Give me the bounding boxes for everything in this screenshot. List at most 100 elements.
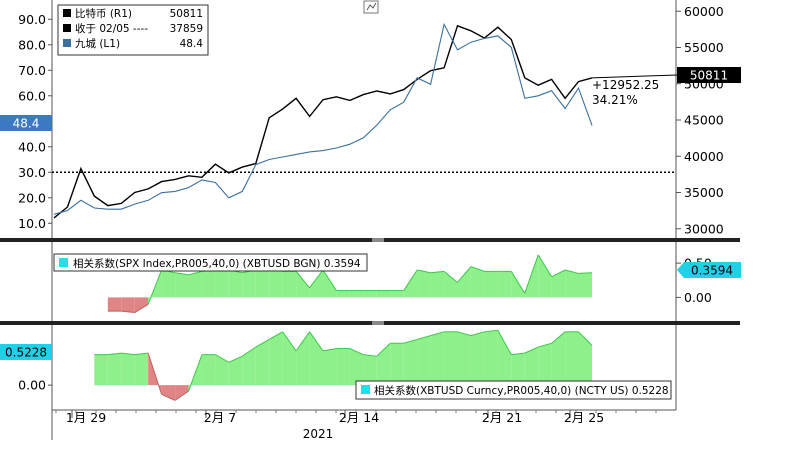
corr-line-segment bbox=[295, 271, 310, 289]
corr-line-segment bbox=[457, 266, 472, 283]
corr-area-segment bbox=[255, 339, 270, 386]
corr-line-segment bbox=[242, 346, 257, 357]
corr-area-segment bbox=[94, 354, 108, 386]
corr-area-segment bbox=[107, 353, 122, 386]
corr-panel-ncty-value-label: 0.5228 bbox=[0, 344, 52, 360]
left-tick-label: 20.0 bbox=[18, 190, 46, 205]
corr-line-segment bbox=[322, 269, 337, 291]
corr-line-segment bbox=[524, 254, 539, 294]
corr-line-segment bbox=[551, 269, 566, 278]
change-abs-text: +12952.25 bbox=[592, 78, 659, 92]
corr-area-segment bbox=[578, 272, 592, 298]
corr-area-segment bbox=[457, 331, 471, 386]
corr-line-segment bbox=[430, 270, 445, 274]
corr-line-segment bbox=[134, 303, 149, 313]
corr-area-segment bbox=[134, 297, 149, 313]
corr-line-segment bbox=[228, 355, 243, 363]
corr-area-segment bbox=[511, 271, 525, 298]
last-price-label: 50811 bbox=[677, 67, 741, 83]
legend-value: 50811 bbox=[170, 8, 203, 20]
corr-line-segment bbox=[147, 352, 163, 395]
corr-area-segment bbox=[524, 347, 539, 386]
corr-area-segment bbox=[323, 270, 337, 298]
chart-settings-icon[interactable] bbox=[363, 0, 379, 14]
left-value-text: 48.4 bbox=[13, 117, 40, 131]
corr-line-segment bbox=[470, 266, 485, 272]
corr-area-segment bbox=[551, 270, 566, 298]
corr-area-segment bbox=[161, 385, 176, 401]
corr-line-segment bbox=[417, 335, 431, 340]
corr-area-segment bbox=[228, 356, 243, 386]
corr-panel-ncty-legend[interactable]: 相关系数(XBTUSD Curncy,PR005,40,0) (NCTY US)… bbox=[355, 380, 672, 400]
last-price-text: 50811 bbox=[690, 69, 728, 83]
corr-area-segment bbox=[282, 271, 297, 298]
x-axis-year: 2021 bbox=[303, 427, 334, 441]
corr-line-segment bbox=[268, 331, 283, 340]
corr-line-segment bbox=[349, 348, 364, 356]
corr-tick-label: 0.00 bbox=[684, 290, 712, 305]
corr-area-segment bbox=[269, 268, 283, 298]
corr-area-segment bbox=[403, 270, 418, 298]
corr-panel-spx-value-label: 0.3594 bbox=[677, 262, 741, 278]
corr-area-segment bbox=[336, 290, 350, 298]
corr-line-segment bbox=[457, 331, 472, 337]
corr-panel-ncty-ticks: 0.00 bbox=[18, 378, 52, 393]
corr-line-segment bbox=[282, 331, 297, 352]
corr-panel-spx-legend-text: 相关系数(SPX Index,PR005,40,0) (XBTUSD BGN) … bbox=[73, 257, 361, 270]
left-tick-label: 80.0 bbox=[18, 37, 46, 52]
right-tick-label: 30000 bbox=[684, 221, 724, 236]
legend-swatch bbox=[63, 9, 71, 17]
corr-area-segment bbox=[255, 268, 270, 298]
corr-tick-label: 0.00 bbox=[18, 378, 46, 393]
corr-area-segment bbox=[121, 353, 135, 386]
corr-area-segment bbox=[349, 348, 364, 386]
corr-area-segment bbox=[242, 270, 256, 298]
corr-line-segment bbox=[511, 352, 525, 356]
corr-area-segment bbox=[403, 339, 418, 386]
corr-area-segment bbox=[417, 270, 431, 298]
corr-area-segment bbox=[215, 270, 229, 298]
corr-line-segment bbox=[309, 269, 324, 289]
corr-area-segment bbox=[551, 331, 566, 386]
corr-area-segment bbox=[121, 297, 135, 313]
divider-1[interactable] bbox=[0, 238, 740, 242]
corr-area-segment bbox=[417, 335, 431, 386]
corr-line-segment bbox=[215, 354, 230, 363]
legend-value: 48.4 bbox=[180, 38, 204, 50]
right-tick-label: 40000 bbox=[684, 149, 724, 164]
corr-panel-ncty bbox=[94, 329, 593, 401]
right-tick-label: 55000 bbox=[684, 40, 724, 55]
left-tick-label: 10.0 bbox=[18, 216, 46, 231]
x-axis-ticks: 1月 29 2月 7 2月 14 2月 21 2月 25 bbox=[51, 410, 657, 440]
corr-area-segment bbox=[444, 331, 458, 386]
corr-panel-spx-legend[interactable]: 相关系数(SPX Index,PR005,40,0) (XBTUSD BGN) … bbox=[53, 253, 368, 272]
corr-area-segment bbox=[161, 270, 176, 298]
corr-line-segment bbox=[147, 269, 163, 305]
corr-line-segment bbox=[403, 338, 418, 344]
left-value-label: 48.4 bbox=[0, 115, 52, 131]
legend-swatch bbox=[63, 24, 71, 32]
corr-panel-ncty-legend-text: 相关系数(XBTUSD Curncy,PR005,40,0) (NCTY US)… bbox=[374, 384, 669, 397]
corr-area-segment bbox=[107, 297, 122, 312]
corr-line-segment bbox=[470, 331, 485, 337]
corr-line-segment bbox=[322, 348, 337, 352]
legend-value: 37859 bbox=[170, 23, 203, 35]
corr-line-segment bbox=[578, 272, 593, 274]
corr-area-segment bbox=[296, 271, 310, 298]
corr-area-segment bbox=[444, 271, 458, 298]
main-series bbox=[53, 22, 678, 219]
divider-2[interactable] bbox=[0, 321, 740, 325]
right-margin bbox=[740, 0, 800, 450]
corr-line-segment bbox=[510, 271, 526, 294]
corr-area-segment bbox=[201, 354, 216, 386]
divider-1-handle[interactable] bbox=[372, 238, 384, 242]
corr-line-segment bbox=[538, 342, 552, 348]
divider-2-handle[interactable] bbox=[372, 321, 384, 325]
legend-label: 比特币 (R1) bbox=[75, 7, 132, 20]
corr-area-segment bbox=[511, 353, 525, 386]
corr-area-segment bbox=[376, 343, 391, 386]
corr-line-segment bbox=[417, 269, 431, 274]
main-legend[interactable]: 比特币 (R1) 50811 收于 02/05 ---- 37859 九城 (L1) 48… bbox=[57, 4, 209, 56]
corr-line-segment bbox=[524, 346, 539, 354]
